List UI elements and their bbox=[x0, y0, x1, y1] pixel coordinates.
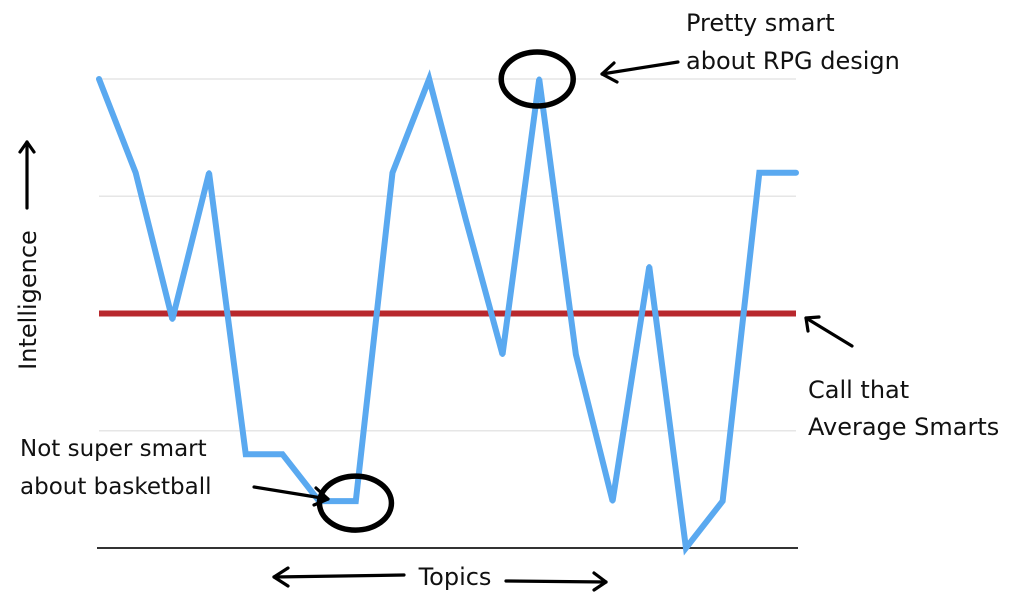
y-axis-label: Intelligence bbox=[14, 230, 42, 370]
data-point bbox=[500, 352, 506, 358]
annotation-low-line1: Not super smart bbox=[20, 436, 207, 462]
data-point bbox=[96, 76, 102, 82]
series-line bbox=[96, 69, 799, 556]
annotation-average-line2: Average Smarts bbox=[808, 413, 999, 441]
annotation-high-line1: Pretty smart bbox=[686, 9, 835, 37]
data-point bbox=[353, 498, 359, 504]
highlight-circle-high bbox=[498, 49, 576, 109]
data-point bbox=[573, 352, 579, 358]
data-point bbox=[243, 451, 249, 457]
data-point bbox=[683, 545, 689, 551]
data-point bbox=[646, 264, 652, 270]
data-point bbox=[279, 451, 285, 457]
annotation-average-line1: Call that bbox=[808, 376, 909, 404]
arrow-to-high-point bbox=[600, 60, 680, 84]
arrow-left-icon bbox=[272, 566, 406, 588]
arrow-to-average-line bbox=[804, 315, 854, 348]
annotation-low-line2: about basketball bbox=[20, 474, 212, 500]
data-point bbox=[169, 316, 175, 322]
data-point bbox=[426, 76, 432, 82]
arrow-to-low-point bbox=[252, 485, 330, 507]
data-point bbox=[536, 76, 542, 82]
annotation-high-line2: about RPG design bbox=[686, 47, 900, 75]
data-point bbox=[756, 170, 762, 176]
x-axis-label: Topics bbox=[418, 563, 492, 591]
data-point bbox=[720, 498, 726, 504]
data-point bbox=[793, 170, 799, 176]
data-point bbox=[133, 170, 139, 176]
data-point bbox=[206, 170, 212, 176]
data-point bbox=[389, 170, 395, 176]
arrow-up-icon bbox=[18, 140, 36, 210]
data-point bbox=[610, 498, 616, 504]
gridlines bbox=[99, 78, 796, 432]
data-point bbox=[463, 217, 469, 223]
arrow-right-icon bbox=[504, 571, 608, 592]
